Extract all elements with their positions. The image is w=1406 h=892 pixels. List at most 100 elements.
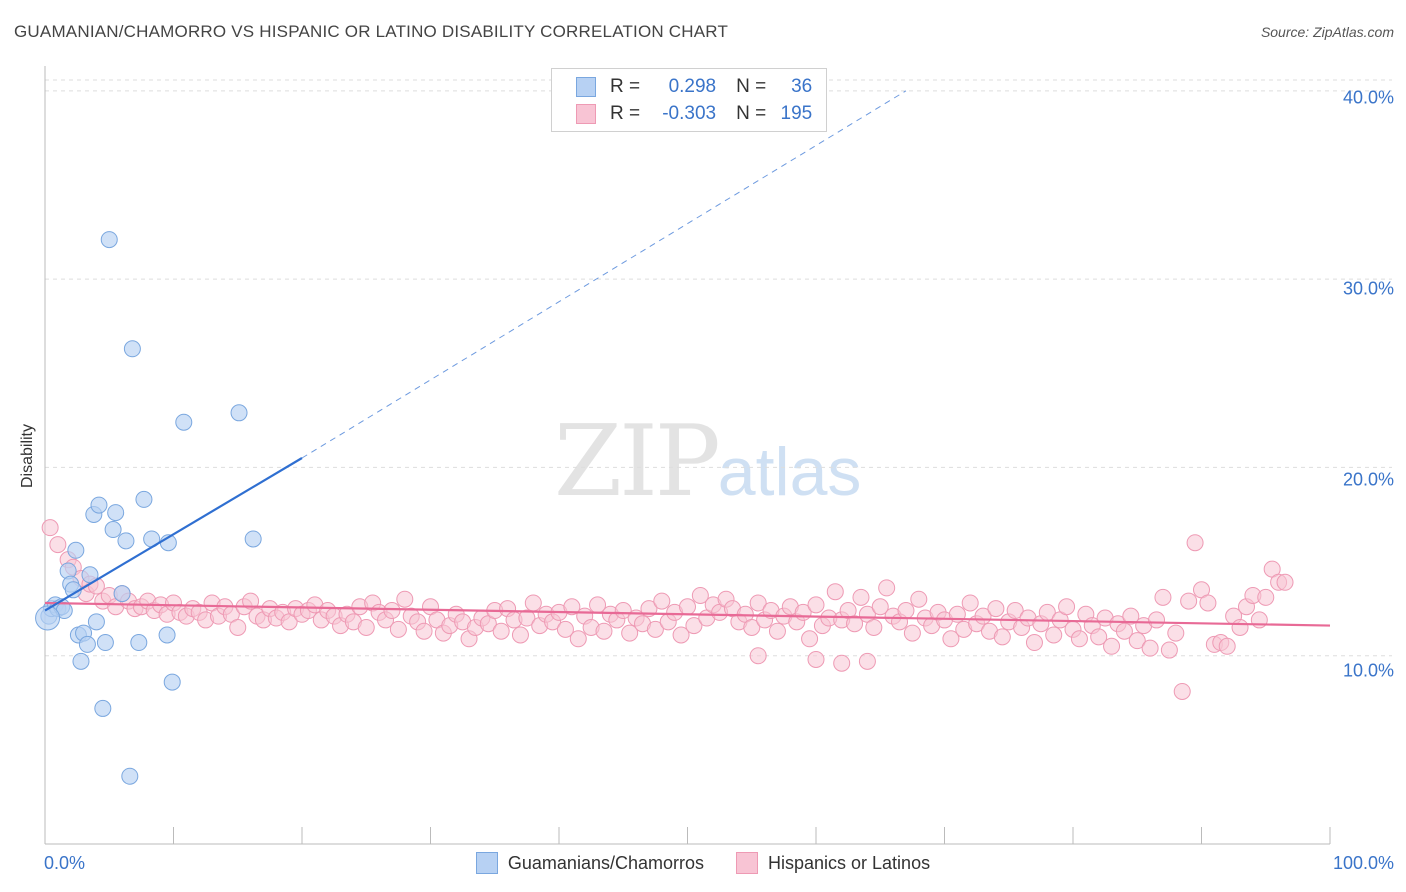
point-guamanian (35, 605, 61, 631)
y-tick-label-30: 30.0% (1342, 278, 1394, 299)
point-hispanic (1070, 630, 1088, 648)
legend-item-guamanians[interactable]: Guamanians/Chamorros (475, 852, 704, 874)
legend-label: Guamanians/Chamorros (507, 852, 704, 873)
point-hispanic (679, 598, 696, 616)
point-hispanic (1148, 611, 1166, 629)
point-hispanic (569, 630, 587, 648)
point-hispanic (903, 624, 921, 642)
point-guamanian (123, 340, 141, 358)
point-hispanic (993, 628, 1011, 646)
point-hispanic (833, 654, 851, 672)
point-hispanic (563, 598, 581, 616)
point-guamanian (96, 634, 114, 652)
point-hispanic (511, 626, 529, 644)
point-hispanic (1115, 622, 1133, 640)
point-guamanian (113, 585, 131, 603)
n-value: 195 (780, 103, 813, 124)
chart-title: GUAMANIAN/CHAMORRO VS HISPANIC OR LATINO… (14, 22, 729, 41)
point-hispanic (49, 536, 67, 554)
point-hispanic (871, 598, 889, 616)
point-hispanic (1154, 588, 1172, 606)
y-tick-label-20: 20.0% (1342, 469, 1394, 490)
source-label: Source: ZipAtlas.com (1260, 24, 1394, 40)
legend-item-hispanics[interactable]: Hispanics or Latinos (736, 852, 930, 874)
point-hispanic (614, 602, 632, 620)
y-tick-label-10: 10.0% (1342, 660, 1394, 681)
point-guamanian (230, 404, 248, 422)
pink-swatch-icon (736, 852, 758, 874)
legend-label: Hispanics or Latinos (768, 852, 931, 873)
trendline-guamanian (44, 457, 303, 612)
point-guamanian (158, 626, 176, 644)
point-hispanic (878, 579, 896, 597)
series-legend: Guamanians/Chamorros Hispanics or Latino… (0, 852, 1406, 874)
point-hispanic (1257, 588, 1275, 606)
point-guamanian (72, 652, 90, 670)
point-hispanic (242, 592, 260, 610)
point-guamanian (100, 231, 118, 249)
blue-swatch-icon (576, 77, 596, 97)
point-hispanic (807, 650, 825, 668)
legend-row-guamanian: R = 0.298 N = 36 (576, 75, 812, 99)
point-guamanian (163, 673, 181, 691)
x-tick-label-max: 100.0% (1332, 853, 1394, 873)
point-guamanian (244, 530, 262, 548)
point-guamanian (87, 613, 105, 631)
r-value: -0.303 (662, 103, 717, 124)
point-hispanic (396, 590, 414, 608)
point-hispanic (229, 618, 247, 636)
watermark-atlas: atlas (717, 434, 862, 510)
point-hispanic (672, 626, 690, 644)
point-guamanian (135, 490, 153, 508)
correlation-legend: R = 0.298 N = 36 R = -0.303 N = 195 (551, 68, 827, 132)
point-hispanic (942, 630, 960, 648)
point-hispanic (1103, 637, 1121, 655)
point-hispanic (595, 622, 613, 640)
point-hispanic (685, 617, 703, 635)
y-axis-label: Disability (19, 423, 36, 489)
point-hispanic (1199, 594, 1217, 612)
point-hispanic (415, 622, 433, 640)
point-hispanic (987, 600, 1005, 618)
point-guamanian (175, 413, 193, 431)
point-hispanic (1167, 624, 1185, 642)
point-hispanic (1045, 626, 1063, 644)
point-hispanic (865, 618, 883, 636)
point-hispanic (1186, 534, 1204, 552)
point-hispanic (1122, 607, 1140, 625)
r-label: R = (610, 103, 641, 124)
point-hispanic (961, 594, 979, 612)
point-hispanic (1276, 573, 1294, 591)
y-tick-label-40: 40.0% (1342, 87, 1394, 108)
point-hispanic (41, 519, 59, 537)
point-hispanic (807, 596, 825, 614)
point-hispanic (691, 586, 709, 604)
point-hispanic (801, 630, 819, 648)
point-hispanic (1218, 637, 1236, 655)
point-hispanic (1173, 682, 1191, 700)
r-label: R = (610, 76, 641, 97)
point-guamanian (94, 699, 112, 717)
point-hispanic (1231, 618, 1249, 636)
point-hispanic (743, 618, 761, 636)
trendline-guamanian-extension (301, 90, 907, 459)
legend-row-hispanic: R = -0.303 N = 195 (576, 102, 812, 126)
point-hispanic (768, 622, 786, 640)
point-guamanian (67, 541, 85, 559)
point-hispanic (1006, 602, 1024, 620)
point-hispanic (524, 594, 542, 612)
point-hispanic (826, 583, 844, 601)
n-value: 36 (791, 76, 813, 97)
point-guamanian (107, 504, 125, 522)
pink-swatch-icon (576, 104, 596, 124)
point-hispanic (1025, 634, 1043, 652)
point-guamanian (117, 532, 135, 550)
point-hispanic (1128, 632, 1146, 650)
point-hispanic (1058, 598, 1076, 616)
point-hispanic (556, 620, 574, 638)
watermark: ZIPatlas (554, 405, 861, 519)
point-hispanic (858, 652, 876, 670)
point-hispanic (1180, 592, 1198, 610)
point-guamanian (121, 767, 139, 785)
